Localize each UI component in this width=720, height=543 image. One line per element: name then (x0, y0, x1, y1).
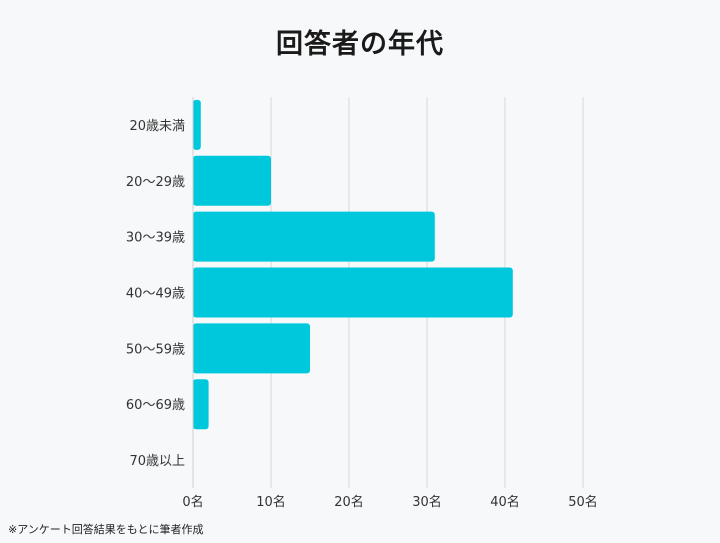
y-tick-label: 70歳以上 (129, 454, 185, 469)
y-tick-label: 40〜49歳 (126, 287, 185, 302)
x-tick-label: 50名 (568, 494, 598, 510)
y-tick-label: 60〜69歳 (126, 398, 185, 413)
bar (193, 267, 513, 318)
y-tick-label: 20〜29歳 (126, 175, 185, 190)
bar (193, 155, 271, 206)
bar (193, 379, 209, 430)
bar (193, 99, 201, 150)
chart-title: 回答者の年代 (276, 29, 444, 60)
x-tick-label: 40名 (490, 494, 520, 510)
x-tick-label: 20名 (334, 494, 364, 510)
bar (193, 323, 310, 374)
y-tick-label: 20歳未満 (129, 119, 185, 134)
x-tick-label: 10名 (256, 494, 286, 510)
footnote: ※アンケート回答結果をもとに筆者作成 (8, 523, 204, 536)
y-tick-label: 30〜39歳 (126, 231, 185, 246)
x-tick-label: 0名 (182, 494, 203, 510)
y-tick-label: 50〜59歳 (126, 342, 185, 357)
bar (193, 211, 435, 262)
x-tick-label: 30名 (412, 494, 442, 510)
